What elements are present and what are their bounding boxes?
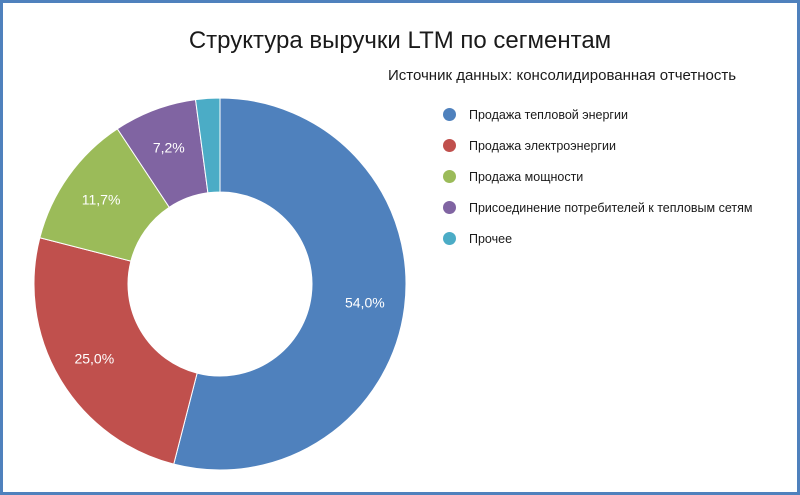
donut-slices — [33, 97, 407, 471]
legend-label: Продажа мощности — [469, 169, 584, 184]
donut-chart: 54,0% 25,0% 11,7% 7,2% — [33, 97, 407, 471]
data-label-3: 11,7% — [82, 191, 121, 207]
chart-legend: Продажа тепловой энергии Продажа электроэ… — [443, 99, 752, 254]
legend-swatch-icon — [443, 139, 456, 152]
data-label-1: 54,0% — [345, 294, 385, 310]
legend-label: Присоединение потребителей к тепловым се… — [469, 200, 753, 215]
slice-1 — [173, 97, 407, 471]
legend-label: Продажа тепловой энергии — [469, 107, 628, 122]
legend-item-3: Продажа мощности — [443, 161, 752, 192]
legend-item-2: Продажа электроэнергии — [443, 130, 752, 161]
data-label-4: 7,2% — [153, 139, 185, 155]
legend-item-5: Прочее — [443, 223, 752, 254]
data-labels: 54,0% 25,0% 11,7% 7,2% — [74, 139, 384, 366]
legend-item-1: Продажа тепловой энергии — [443, 99, 752, 130]
legend-label: Продажа электроэнергии — [469, 138, 616, 153]
chart-title: Структура выручки LTM по сегментам — [188, 27, 612, 54]
legend-label: Прочее — [469, 231, 513, 246]
legend-swatch-icon — [443, 232, 456, 245]
data-label-2: 25,0% — [74, 350, 114, 366]
legend-swatch-icon — [443, 201, 456, 214]
slice-5 — [194, 97, 221, 194]
legend-swatch-icon — [443, 108, 456, 121]
slice-2 — [33, 237, 198, 465]
legend-swatch-icon — [443, 170, 456, 183]
legend-item-4: Присоединение потребителей к тепловым се… — [443, 192, 752, 223]
chart-subtitle: Источник данных: консолидированная отчет… — [388, 67, 737, 84]
